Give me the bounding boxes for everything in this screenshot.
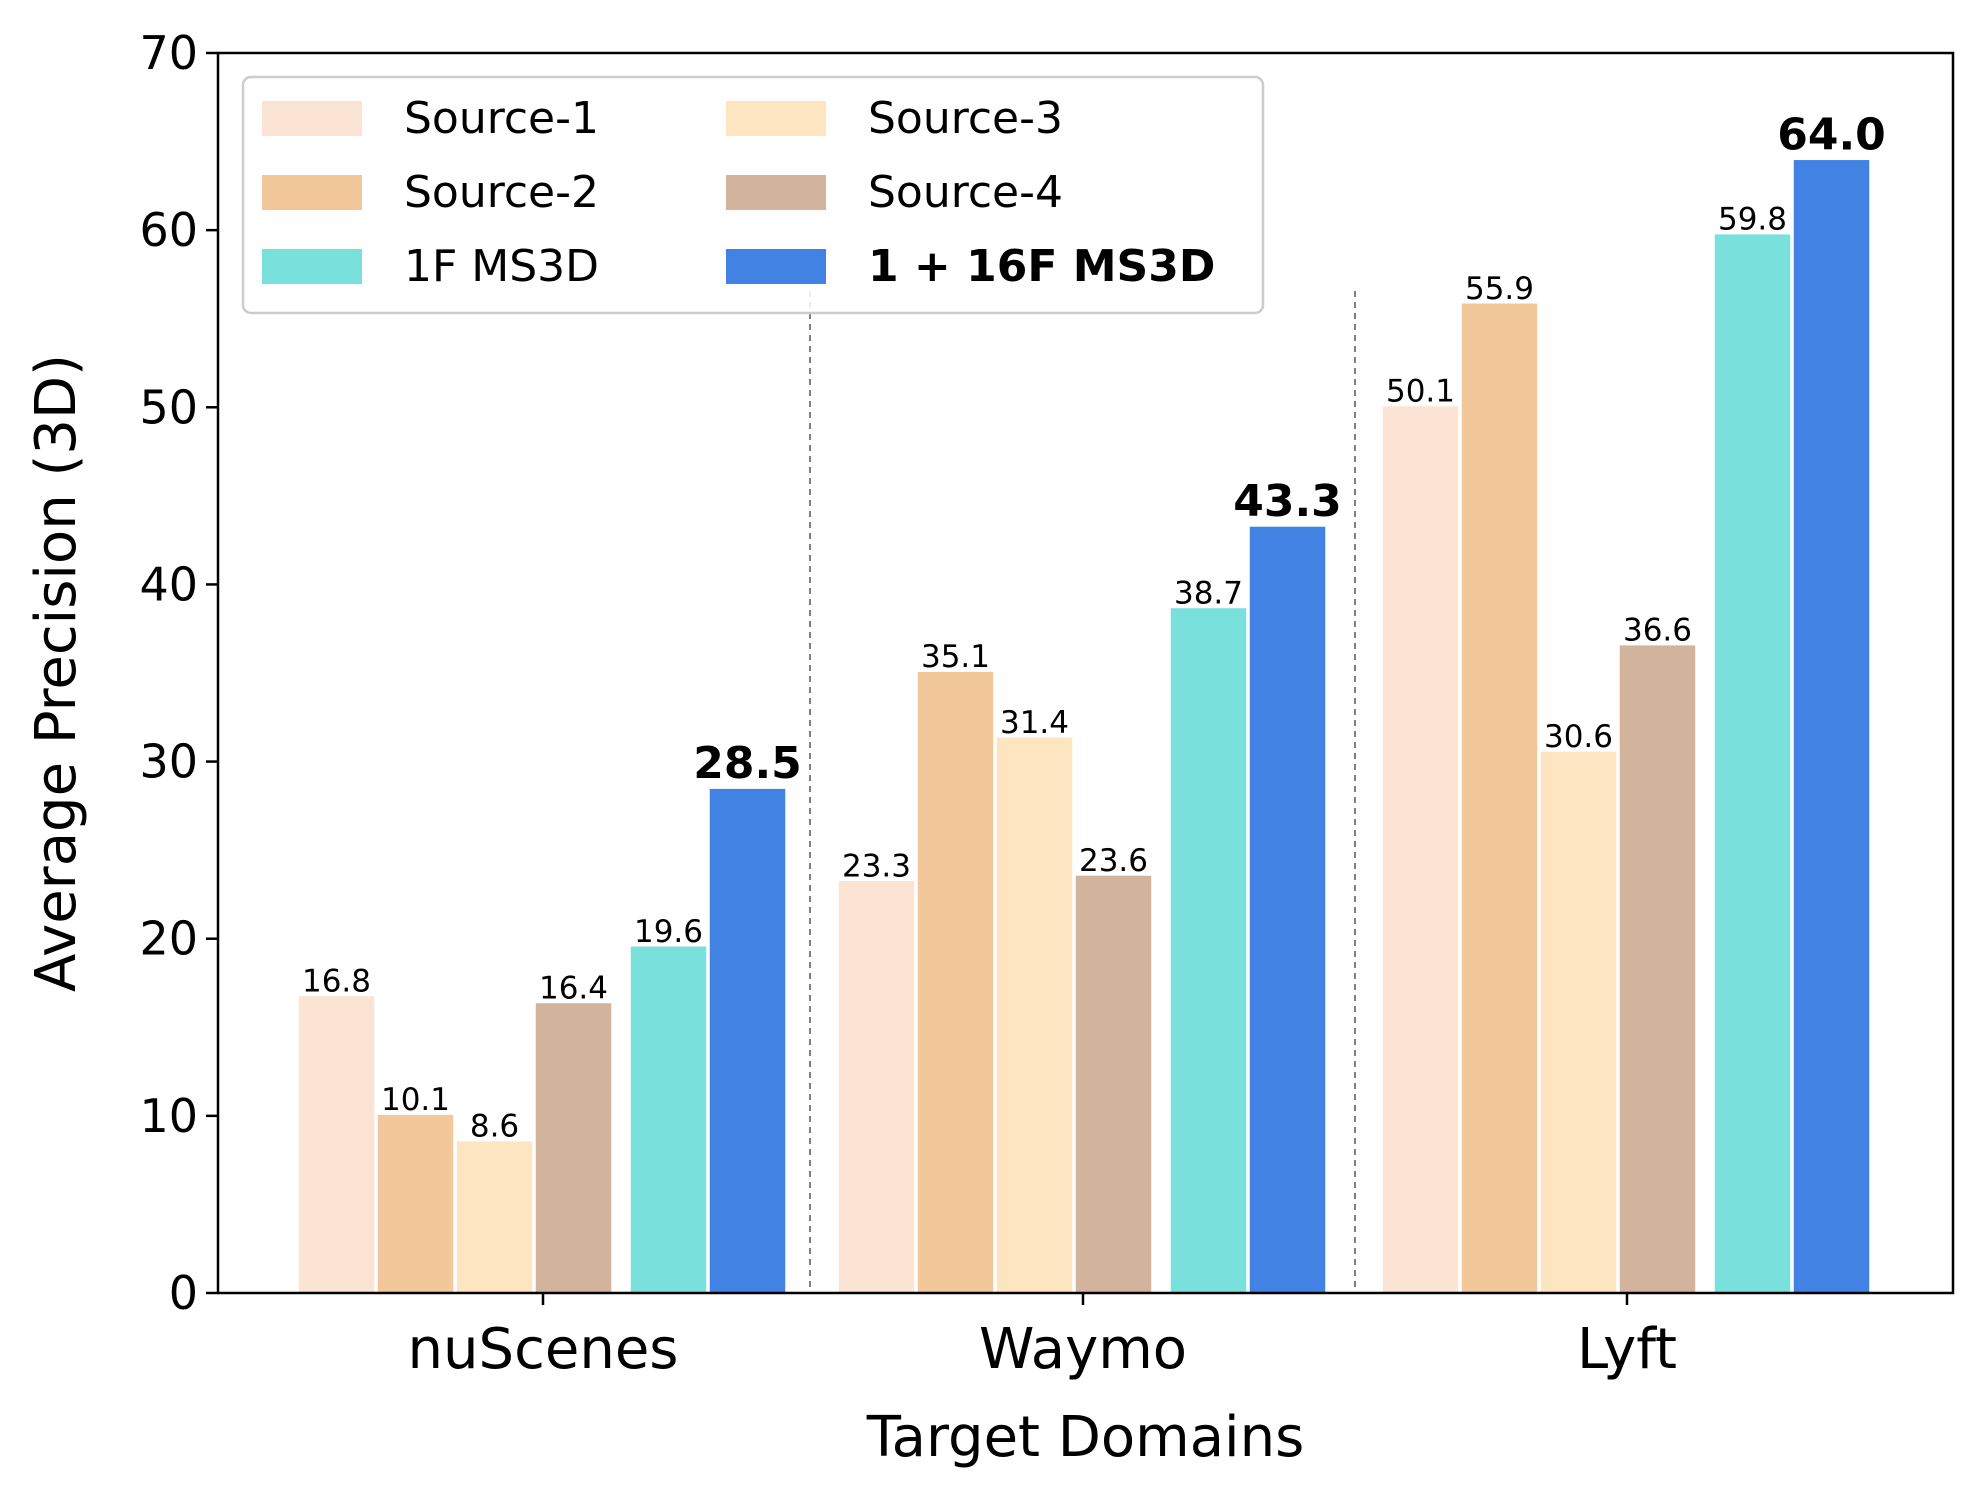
- bar-value-label: 55.9: [1465, 271, 1534, 307]
- bar: [1713, 232, 1792, 1294]
- bar-value-label: 59.8: [1718, 202, 1787, 238]
- legend-label: 1F MS3D: [404, 241, 599, 292]
- y-axis-title: Average Precision (3D): [24, 354, 89, 992]
- y-tick-label: 10: [139, 1089, 198, 1143]
- bar-value-label: 43.3: [1233, 476, 1342, 527]
- bar-value-label: 64.0: [1777, 109, 1886, 160]
- bars-layer: [297, 158, 1871, 1294]
- bar-value-label: 23.3: [842, 848, 911, 884]
- legend-swatch: [262, 175, 362, 210]
- bar-value-label: 30.6: [1544, 719, 1613, 755]
- legend-label: Source-1: [404, 93, 599, 144]
- bar: [1074, 874, 1153, 1294]
- y-tick-label: 40: [139, 557, 198, 611]
- x-tick-label: nuScenes: [408, 1317, 679, 1382]
- bar: [837, 879, 916, 1294]
- group-separators: [809, 291, 1356, 1293]
- bar-value-label: 31.4: [1000, 705, 1069, 741]
- y-tick-label: 60: [139, 203, 198, 257]
- plot-frame: [216, 51, 1955, 1295]
- legend-swatch: [726, 175, 826, 210]
- bar-value-label: 50.1: [1386, 374, 1455, 410]
- y-axis: 0 10 20 30 40 50 60 70: [139, 26, 218, 1320]
- bar: [708, 787, 787, 1294]
- bar: [455, 1139, 534, 1294]
- bar: [1539, 750, 1618, 1294]
- bar: [1460, 302, 1539, 1294]
- bar-value-label: 16.4: [539, 970, 608, 1006]
- x-axis: nuScenes Waymo Lyft: [408, 1293, 1677, 1382]
- y-tick-label: 0: [169, 1266, 198, 1320]
- legend-swatch: [262, 249, 362, 284]
- bar: [376, 1113, 455, 1294]
- bar-value-label: 10.1: [381, 1082, 450, 1118]
- bar: [1169, 606, 1248, 1294]
- legend-swatch: [726, 101, 826, 136]
- y-tick-label: 70: [139, 26, 198, 80]
- bar-value-label: 38.7: [1174, 575, 1243, 611]
- bar: [1792, 158, 1871, 1294]
- x-tick-label: Lyft: [1577, 1317, 1677, 1382]
- bar: [1618, 643, 1697, 1294]
- value-labels-layer: 16.8 10.1 8.6 16.4 19.6 28.5 23.3 35.1 31.4 23.6 3…: [299, 107, 1888, 1147]
- bar-value-label: 36.6: [1623, 613, 1692, 649]
- legend-label: Source-3: [868, 93, 1063, 144]
- bar: [1248, 525, 1327, 1294]
- bar: [534, 1001, 613, 1294]
- bar-value-label: 35.1: [921, 639, 990, 675]
- bar: [629, 945, 708, 1294]
- bar: [297, 994, 376, 1294]
- legend-swatch: [262, 101, 362, 136]
- x-axis-title: Target Domains: [866, 1405, 1305, 1470]
- bar: [1381, 404, 1460, 1294]
- y-tick-label: 20: [139, 912, 198, 966]
- bar-value-label: 8.6: [470, 1109, 519, 1145]
- legend-label: 1 + 16F MS3D: [868, 241, 1215, 292]
- legend-label: Source-4: [868, 167, 1063, 218]
- legend: Source-1 Source-2 1F MS3D Source-3 Source-4 1…: [241, 75, 1265, 315]
- legend-label: Source-2: [404, 167, 599, 218]
- bar: [916, 670, 995, 1294]
- bar-value-label: 19.6: [634, 914, 703, 950]
- bar-value-label: 16.8: [302, 963, 371, 999]
- y-tick-label: 50: [139, 380, 198, 434]
- bar-value-label: 23.6: [1079, 843, 1148, 879]
- bar-value-label: 28.5: [693, 738, 802, 789]
- legend-swatch: [726, 249, 826, 284]
- bar: [995, 736, 1074, 1294]
- y-tick-label: 30: [139, 735, 198, 789]
- x-tick-label: Waymo: [979, 1317, 1187, 1382]
